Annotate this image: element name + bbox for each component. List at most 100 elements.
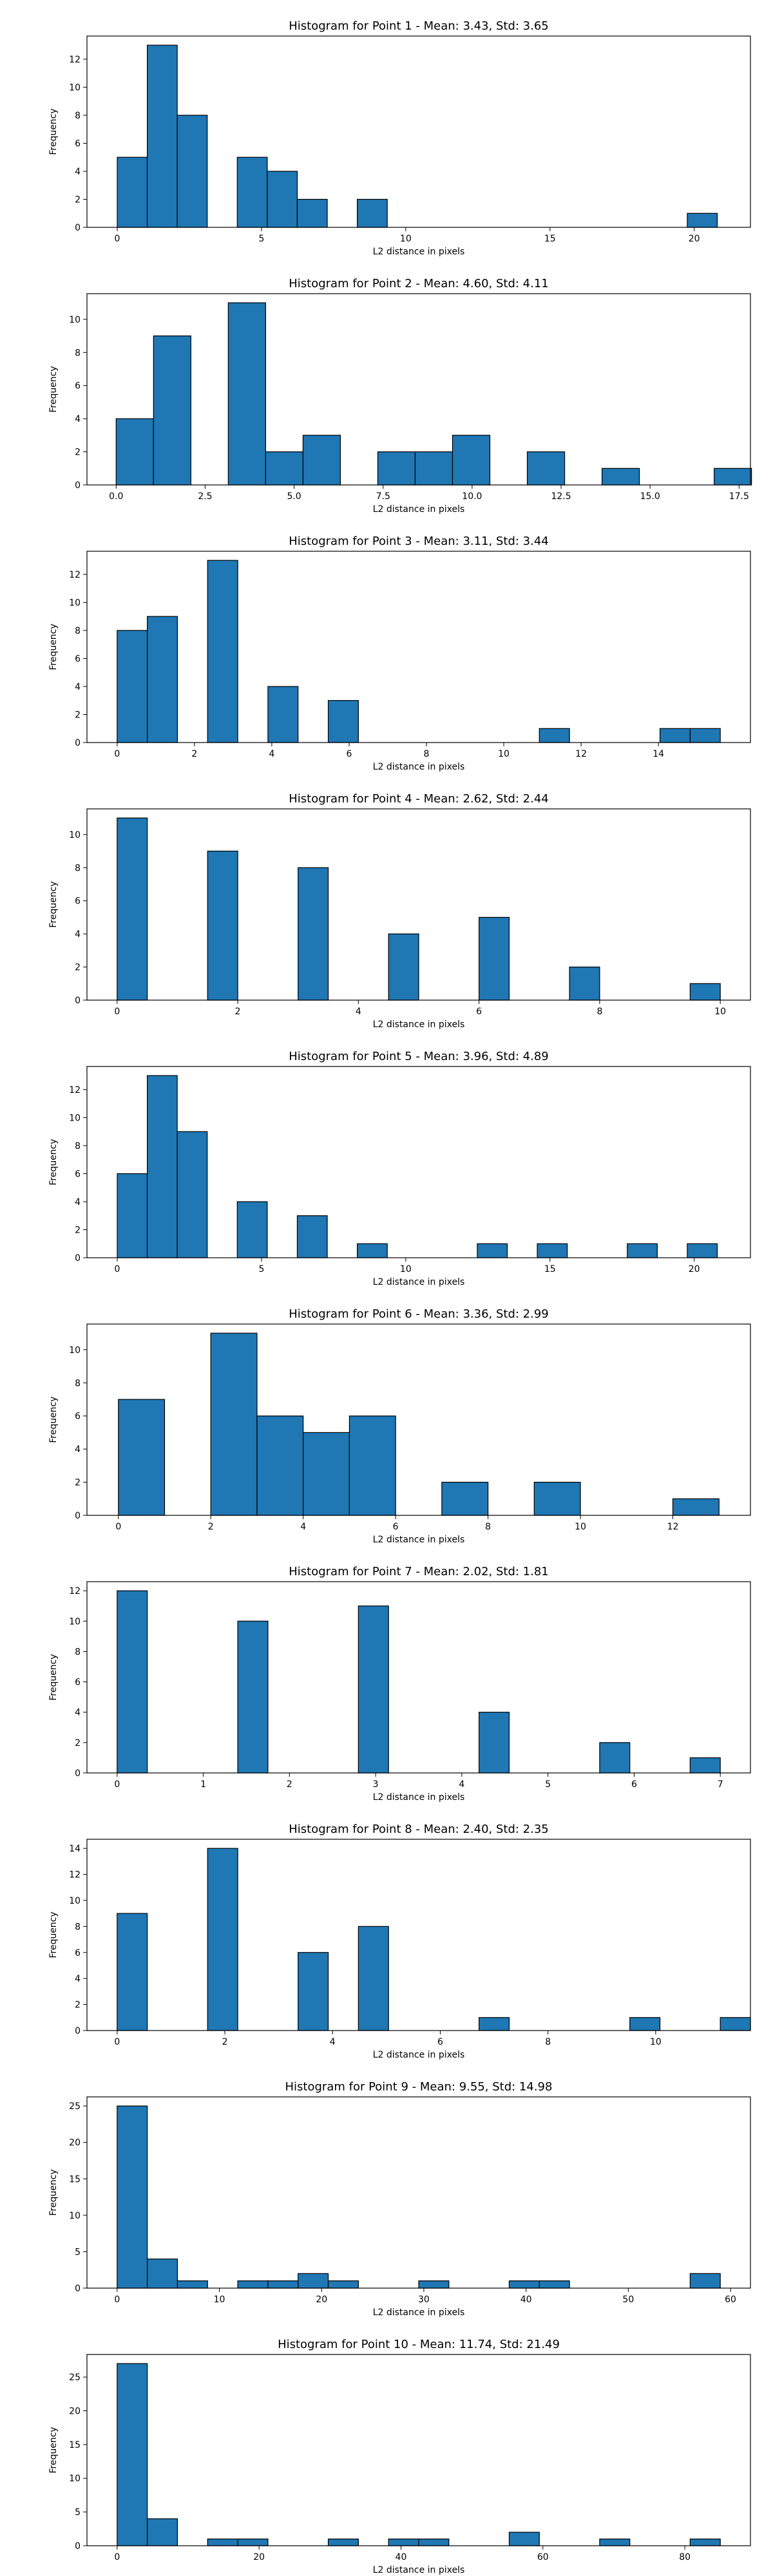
x-tick-label: 10 <box>714 1007 726 1017</box>
y-tick-label: 12 <box>69 1870 81 1880</box>
x-tick-label: 0 <box>115 1522 121 1532</box>
x-tick-label: 0 <box>114 749 120 759</box>
histogram-bar <box>267 686 299 743</box>
histogram-bar <box>377 451 416 486</box>
histogram-panel-6: Histogram for Point 6 - Mean: 3.36, Std:… <box>48 1307 751 1545</box>
x-tick-label: 0.0 <box>109 491 123 502</box>
x-tick-label: 17.5 <box>729 491 749 502</box>
histogram-bar <box>508 2280 540 2289</box>
histogram-bar <box>418 2280 450 2289</box>
histogram-bar <box>479 2017 510 2031</box>
histogram-bar <box>146 1075 178 1258</box>
x-tick-label: 4 <box>330 2037 336 2047</box>
y-axis-label: Frequency <box>48 1396 59 1443</box>
histogram-bar <box>539 728 570 743</box>
y-tick-label: 0 <box>75 223 81 233</box>
y-tick-label: 12 <box>69 570 81 580</box>
x-tick-label: 5 <box>258 234 264 244</box>
chart-title: Histogram for Point 2 - Mean: 4.60, Std:… <box>289 277 549 290</box>
y-axis-label: Frequency <box>48 1139 59 1185</box>
histogram-bar <box>115 418 154 486</box>
histogram-bar <box>601 468 640 486</box>
x-tick-label: 20 <box>689 1264 700 1274</box>
histogram-bar <box>256 1416 304 1516</box>
y-tick-label: 8 <box>75 348 81 358</box>
x-tick-label: 20 <box>253 2552 265 2562</box>
histogram-bar <box>210 1332 258 1516</box>
y-tick-label: 4 <box>75 1974 81 1984</box>
y-tick-label: 10 <box>69 1345 81 1356</box>
x-tick-label: 4 <box>300 1522 306 1532</box>
y-tick-label: 8 <box>75 1141 81 1151</box>
histogram-bar <box>298 867 329 1001</box>
histogram-bar <box>147 2518 178 2546</box>
chart-title: Histogram for Point 10 - Mean: 11.74, St… <box>278 2338 560 2351</box>
y-tick-label: 10 <box>69 2474 81 2484</box>
histogram-bar <box>267 171 298 228</box>
histogram-bar <box>237 2538 269 2546</box>
histogram-bar <box>629 2017 661 2031</box>
histogram-bar <box>477 1243 508 1258</box>
chart-title: Histogram for Point 3 - Mean: 3.11, Std:… <box>289 535 549 548</box>
y-tick-label: 4 <box>75 1444 81 1455</box>
x-tick-label: 8 <box>485 1522 491 1532</box>
y-axis-label: Frequency <box>48 108 59 155</box>
y-axis-label: Frequency <box>48 623 59 670</box>
x-tick-label: 60 <box>725 2295 736 2305</box>
histogram-panel-9: Histogram for Point 9 - Mean: 9.55, Std:… <box>48 2080 751 2318</box>
histogram-bar <box>539 2280 570 2289</box>
histogram-bar <box>689 728 721 743</box>
histogram-bar <box>357 198 388 228</box>
histogram-bar <box>177 115 208 228</box>
histogram-panel-10: Histogram for Point 10 - Mean: 11.74, St… <box>48 2338 751 2575</box>
y-tick-label: 4 <box>75 167 81 177</box>
y-tick-label: 6 <box>75 138 81 149</box>
x-tick-label: 10 <box>400 1264 412 1274</box>
x-tick-label: 0 <box>115 1264 120 1274</box>
x-tick-label: 10 <box>400 234 412 244</box>
x-axis-label: L2 distance in pixels <box>373 1792 465 1803</box>
histogram-bar <box>689 2538 721 2546</box>
y-tick-label: 2 <box>75 1225 81 1235</box>
x-axis-label: L2 distance in pixels <box>373 1019 465 1030</box>
axes-frame <box>86 1581 751 1774</box>
y-tick-label: 10 <box>69 82 81 93</box>
y-tick-label: 25 <box>69 2372 81 2383</box>
histogram-bar <box>267 2280 299 2289</box>
y-tick-label: 15 <box>69 2440 81 2450</box>
y-tick-label: 6 <box>75 654 81 664</box>
y-axis-label: Frequency <box>48 1654 59 1700</box>
x-tick-label: 15 <box>544 1264 556 1274</box>
histogram-panel-5: Histogram for Point 5 - Mean: 3.96, Std:… <box>48 1050 751 1287</box>
chart-title: Histogram for Point 9 - Mean: 9.55, Std:… <box>285 2080 553 2094</box>
chart-title: Histogram for Point 4 - Mean: 2.62, Std:… <box>289 792 549 806</box>
y-tick-label: 8 <box>75 863 81 873</box>
histogram-bar <box>177 1131 208 1258</box>
histogram-panel-2: Histogram for Point 2 - Mean: 4.60, Std:… <box>48 277 752 515</box>
axes-frame <box>86 2354 751 2546</box>
x-axis-label: L2 distance in pixels <box>373 2565 465 2575</box>
y-tick-label: 10 <box>69 315 81 325</box>
x-tick-label: 0 <box>114 1007 120 1017</box>
x-tick-label: 50 <box>622 2295 634 2305</box>
x-tick-label: 1 <box>200 1779 206 1790</box>
y-tick-label: 12 <box>69 1586 81 1596</box>
x-tick-label: 6 <box>437 2037 443 2047</box>
x-tick-label: 15.0 <box>640 491 660 502</box>
histogram-bar <box>526 451 566 486</box>
x-tick-label: 2 <box>222 2037 228 2047</box>
histogram-bar <box>296 1215 328 1258</box>
y-tick-label: 0 <box>75 996 81 1006</box>
histogram-bar <box>298 1952 329 2031</box>
x-tick-label: 10 <box>214 2295 225 2305</box>
y-tick-label: 4 <box>75 929 81 940</box>
axes-frame <box>86 808 751 1001</box>
y-tick-label: 12 <box>69 1085 81 1095</box>
x-tick-label: 40 <box>396 2552 407 2562</box>
histogram-bar <box>117 2105 148 2289</box>
histogram-bar <box>689 983 721 1001</box>
histogram-bar <box>237 1620 269 1774</box>
x-tick-label: 5.0 <box>287 491 301 502</box>
y-tick-label: 10 <box>69 1896 81 1906</box>
